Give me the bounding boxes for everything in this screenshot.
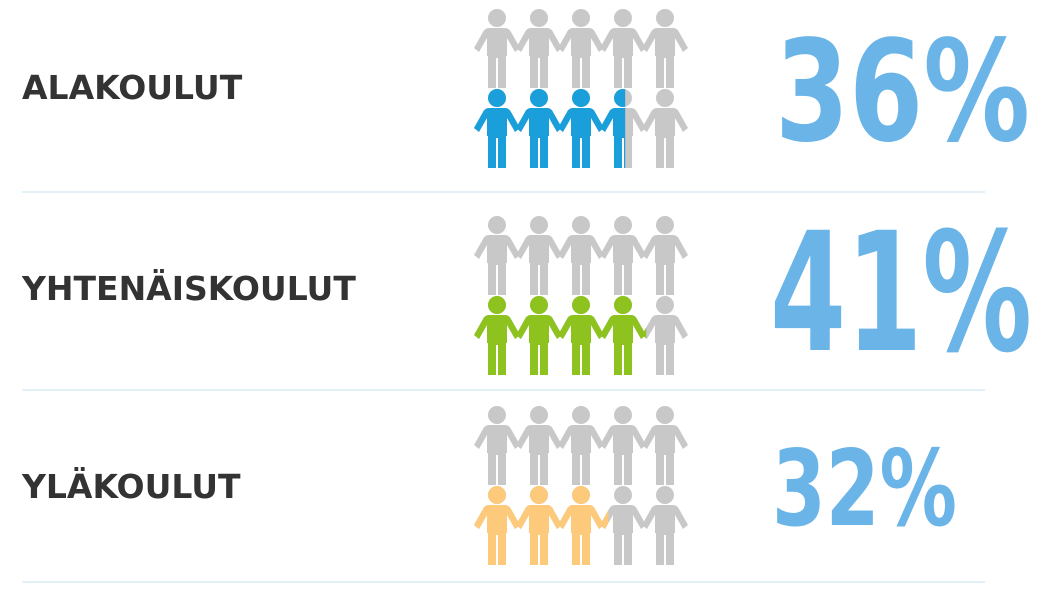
person-icon [558, 216, 604, 295]
person-icon [642, 296, 688, 375]
person-icon [600, 406, 646, 485]
percent-label: 36% [775, 11, 1030, 174]
person-icon [516, 406, 562, 485]
person-icon [558, 9, 604, 88]
person-icon [600, 9, 646, 88]
person-icon [642, 216, 688, 295]
person-icon [474, 406, 520, 485]
person-icon [558, 486, 604, 565]
person-icon [516, 89, 562, 168]
person-icon [558, 296, 604, 375]
person-icon [516, 9, 562, 88]
person-icon [642, 9, 688, 88]
person-icon [642, 486, 688, 565]
person-icon [474, 296, 520, 375]
person-icon [600, 216, 646, 295]
percent-label: 41% [770, 197, 1032, 389]
percent-label: 32% [772, 428, 957, 550]
person-icon [474, 486, 520, 565]
person-icon [516, 216, 562, 295]
person-icon [558, 89, 604, 168]
person-icon [642, 89, 688, 168]
person-icon [600, 296, 646, 375]
category-label: YLÄKOULUT [21, 466, 241, 506]
person-icon [474, 9, 520, 88]
person-icon [516, 486, 562, 565]
person-icon [642, 406, 688, 485]
category-label: YHTENÄISKOULUT [21, 268, 356, 308]
category-label: ALAKOULUT [22, 68, 243, 107]
person-icon [558, 406, 604, 485]
person-icon [516, 296, 562, 375]
person-icon [474, 89, 520, 168]
person-icon [474, 216, 520, 295]
